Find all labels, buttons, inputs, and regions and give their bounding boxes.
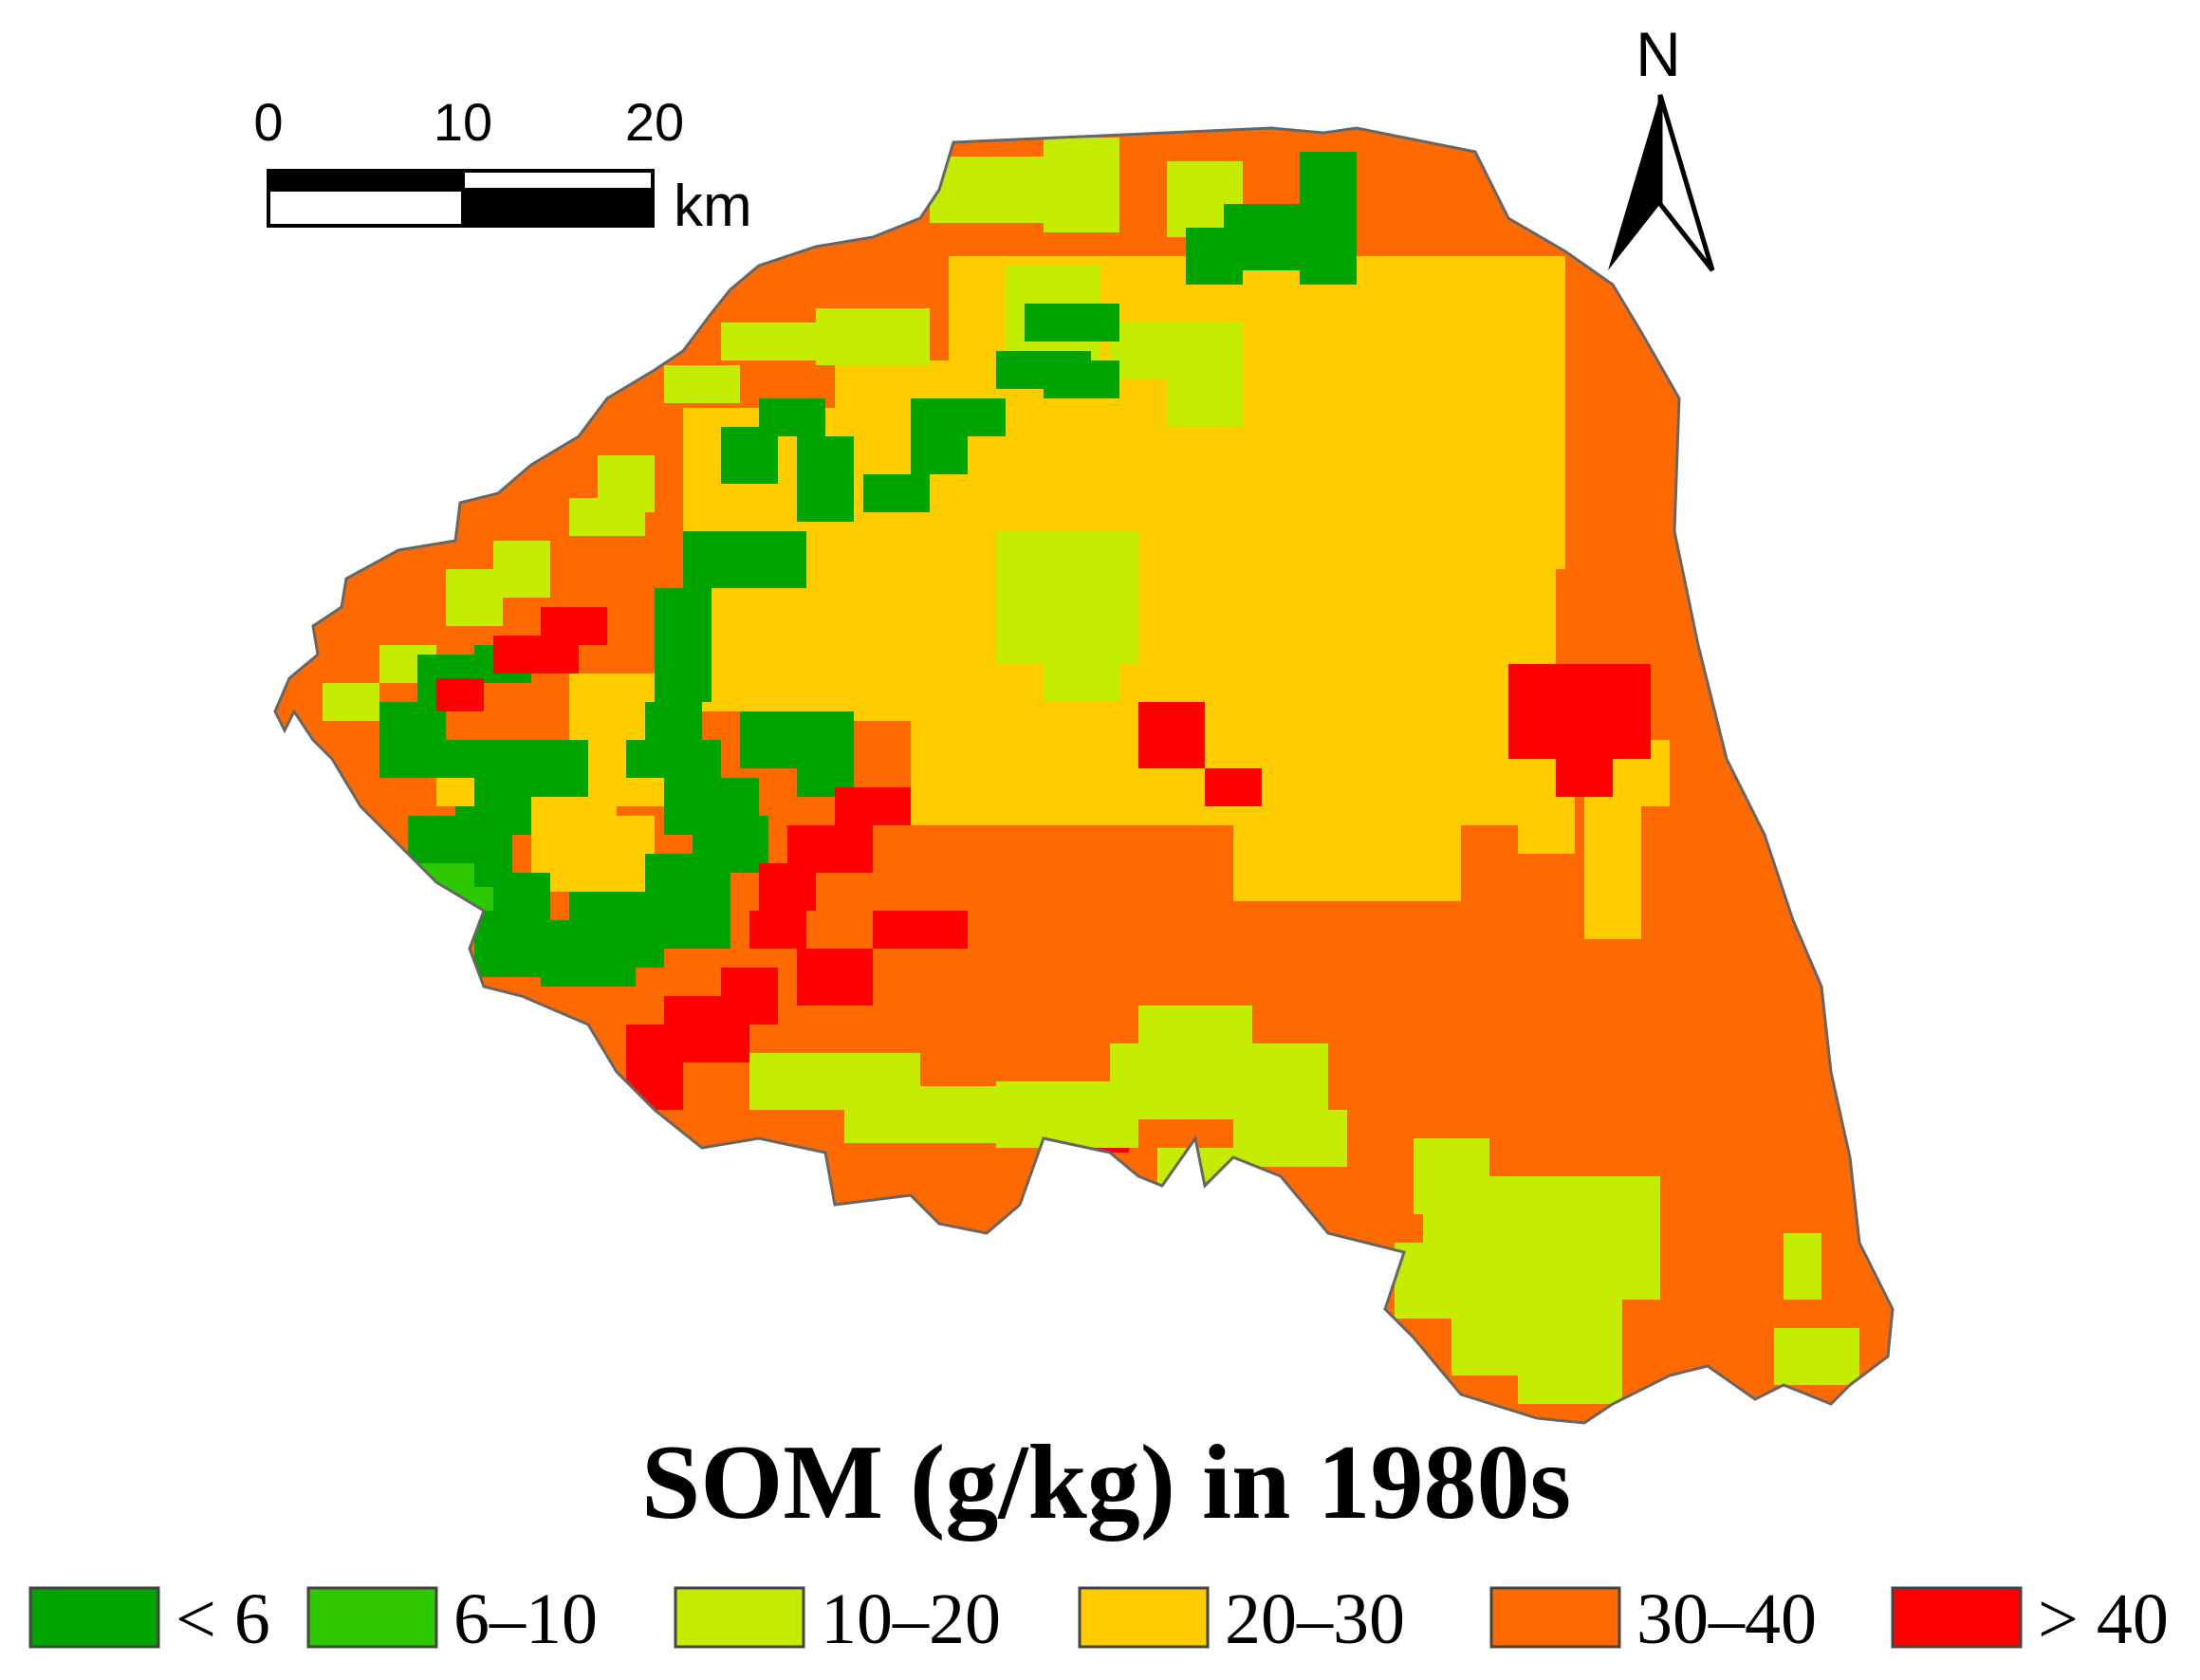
legend-item: 10–20 bbox=[674, 1579, 1001, 1659]
som-cell bbox=[323, 683, 379, 721]
som-cell bbox=[1556, 740, 1613, 797]
som-cell bbox=[1044, 664, 1119, 702]
north-arrow-left-half-icon bbox=[1608, 95, 1660, 270]
map-title: SOM (g/kg) in 1980s bbox=[641, 1424, 1571, 1542]
scale-bar-segment-2 bbox=[461, 169, 655, 192]
som-cell bbox=[655, 645, 712, 702]
som-cell bbox=[797, 949, 873, 1006]
legend-swatch bbox=[28, 1586, 160, 1649]
som-cell bbox=[626, 1025, 683, 1110]
legend-swatch bbox=[1891, 1586, 2023, 1649]
som-cell bbox=[1110, 1043, 1328, 1119]
legend-label: 6–10 bbox=[453, 1579, 598, 1659]
som-cell bbox=[930, 157, 1044, 223]
scale-unit: km bbox=[674, 174, 752, 239]
legend-item: < 6 bbox=[28, 1579, 270, 1659]
som-cell bbox=[996, 531, 1138, 664]
scale-bar-segment-3 bbox=[267, 188, 465, 228]
som-cell bbox=[1025, 304, 1119, 342]
som-cell bbox=[1186, 228, 1243, 285]
scale-tick-20: 20 bbox=[625, 92, 684, 152]
som-cell bbox=[1784, 1233, 1821, 1300]
legend-item: 20–30 bbox=[1078, 1579, 1405, 1659]
som-cell bbox=[1233, 806, 1461, 901]
som-map-region bbox=[275, 128, 1893, 1423]
scale-tick-10: 10 bbox=[434, 92, 492, 152]
som-cell bbox=[446, 569, 503, 626]
som-cell bbox=[1205, 768, 1262, 806]
som-cell bbox=[1044, 138, 1119, 232]
som-cell bbox=[1575, 1233, 1660, 1300]
legend-swatch bbox=[306, 1586, 438, 1649]
som-cell bbox=[835, 787, 911, 825]
legend-swatch bbox=[1489, 1586, 1621, 1649]
scale-bar-segment-1 bbox=[267, 169, 465, 192]
north-arrow: N bbox=[1608, 19, 1715, 272]
som-cell bbox=[655, 588, 712, 645]
som-cell bbox=[1584, 797, 1641, 939]
som-cell bbox=[579, 816, 655, 901]
som-cell bbox=[712, 531, 806, 588]
som-cell bbox=[1233, 1110, 1347, 1167]
som-cell bbox=[911, 436, 968, 474]
legend-label: 10–20 bbox=[821, 1579, 1001, 1659]
som-cell bbox=[493, 636, 579, 674]
som-cell bbox=[863, 474, 930, 512]
legend-item: 30–40 bbox=[1489, 1579, 1817, 1659]
north-arrow-right-half-icon bbox=[1657, 94, 1715, 272]
scale-tick-0: 0 bbox=[253, 92, 283, 152]
legend-swatch bbox=[674, 1586, 805, 1649]
som-cell bbox=[911, 398, 1006, 436]
legend-label: 30–40 bbox=[1636, 1579, 1817, 1659]
legend-item: 6–10 bbox=[306, 1579, 598, 1659]
scale-bar-segment-4 bbox=[461, 188, 655, 228]
som-cell bbox=[721, 323, 816, 360]
som-cell bbox=[759, 863, 816, 911]
som-cell bbox=[1774, 1328, 1859, 1385]
som-cell bbox=[569, 498, 645, 536]
scale-bar: 0 10 20 km bbox=[253, 92, 751, 239]
som-cell bbox=[873, 911, 968, 949]
som-cell bbox=[436, 678, 484, 711]
som-cell bbox=[446, 887, 493, 911]
som-cell bbox=[1300, 152, 1357, 285]
som-cell bbox=[379, 740, 512, 778]
legend-label: < 6 bbox=[176, 1579, 270, 1659]
som-cell bbox=[626, 740, 721, 778]
som-cell bbox=[1518, 1347, 1622, 1404]
som-cell bbox=[541, 930, 636, 987]
legend: < 6 6–10 10–20 20–30 30–40 > 40 bbox=[28, 1579, 2169, 1659]
legend-label: 20–30 bbox=[1225, 1579, 1405, 1659]
som-cell bbox=[1167, 360, 1243, 427]
legend-swatch bbox=[1078, 1586, 1210, 1649]
north-label: N bbox=[1636, 19, 1681, 89]
som-cell bbox=[1044, 360, 1119, 398]
som-cell bbox=[749, 911, 806, 949]
som-cell bbox=[1138, 702, 1205, 768]
som-cell bbox=[664, 365, 740, 403]
som-cell bbox=[816, 308, 930, 365]
som-cell bbox=[693, 816, 768, 873]
som-cell bbox=[844, 1086, 1006, 1143]
som-cell bbox=[721, 427, 778, 484]
legend-label: > 40 bbox=[2038, 1579, 2169, 1659]
legend-item: > 40 bbox=[1891, 1579, 2169, 1659]
som-cell bbox=[512, 740, 588, 797]
som-cell bbox=[797, 436, 854, 522]
